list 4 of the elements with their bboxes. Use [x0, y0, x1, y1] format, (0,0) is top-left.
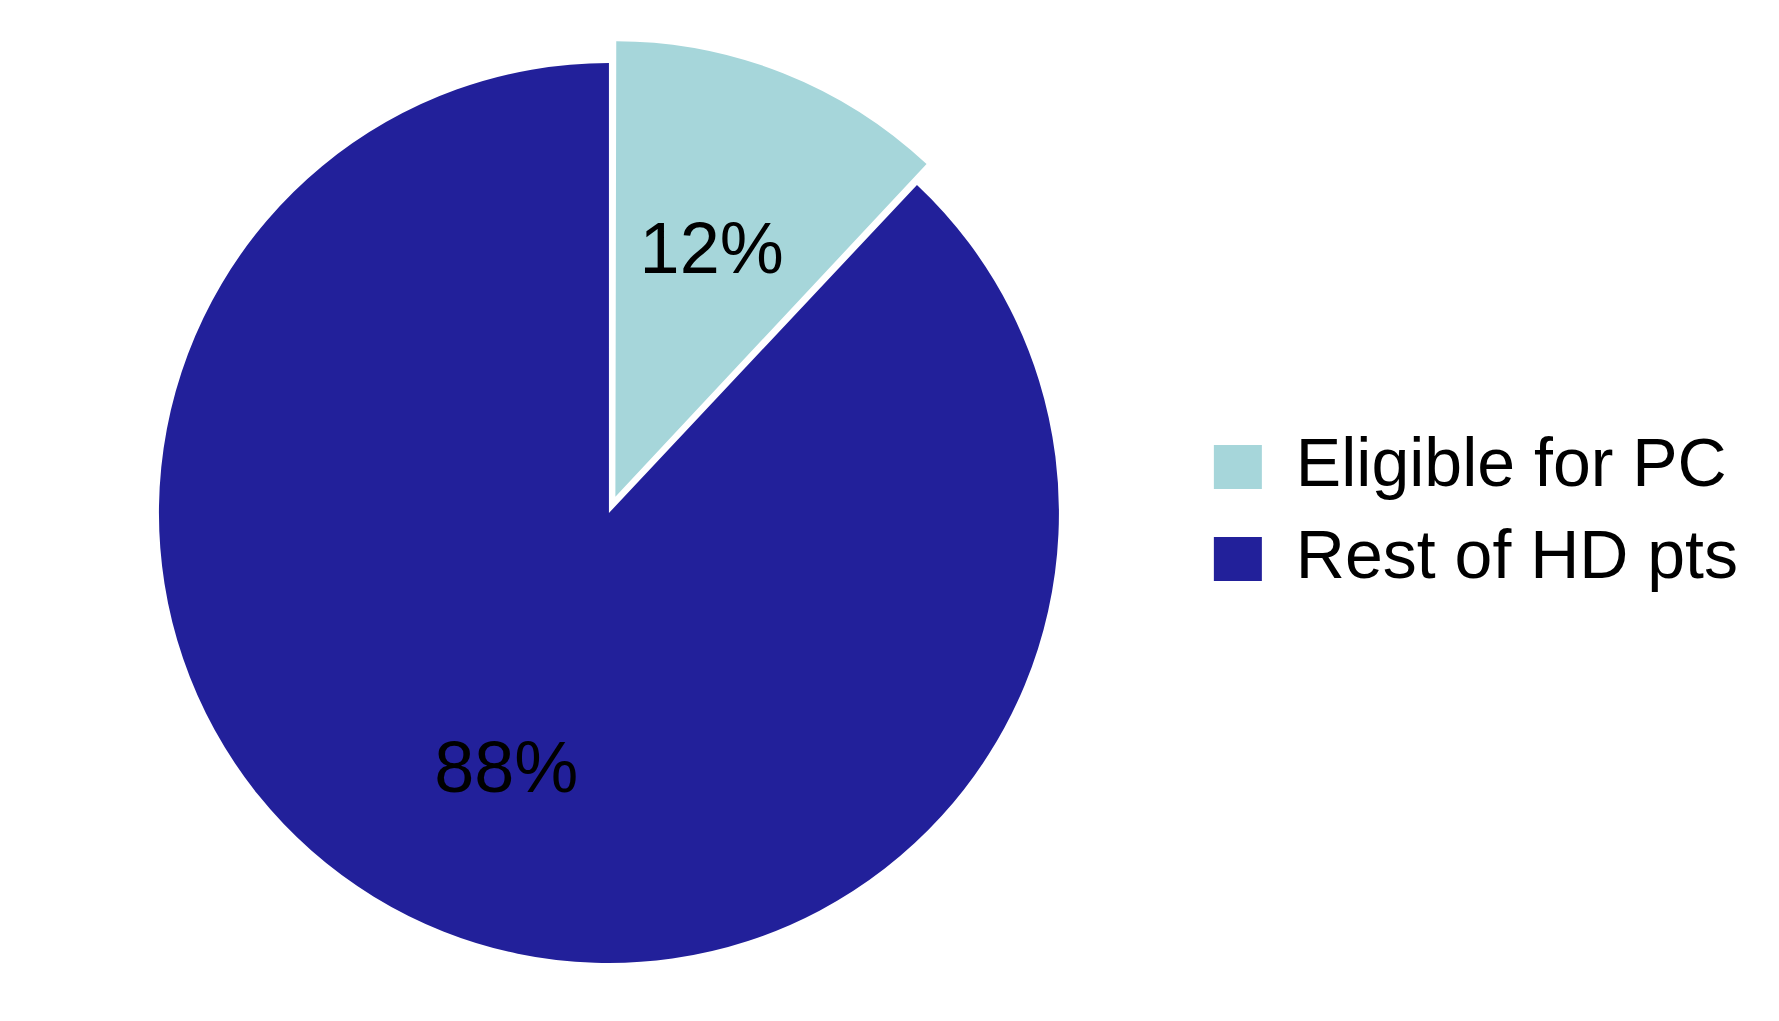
data-label: 88%: [434, 727, 579, 808]
legend-label: Eligible for PC: [1295, 423, 1727, 500]
data-label: 12%: [639, 208, 784, 289]
legend-label: Rest of HD pts: [1295, 515, 1739, 592]
